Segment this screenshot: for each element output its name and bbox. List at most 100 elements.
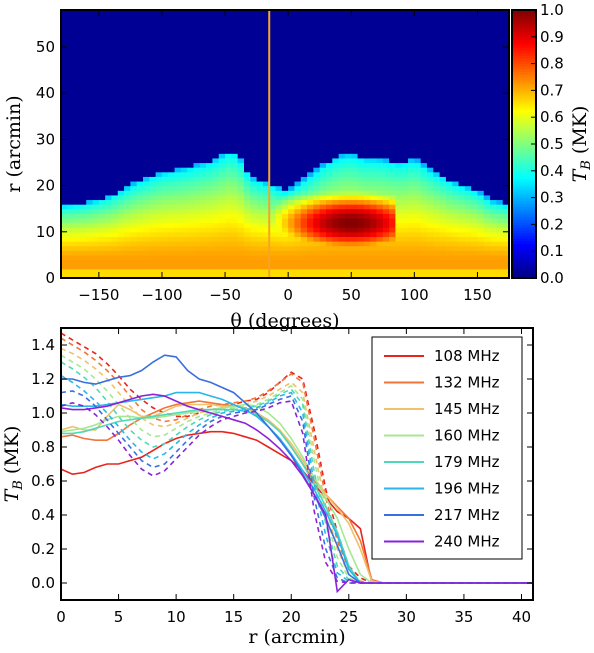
heatmap-cell [149, 33, 157, 39]
heatmap-cell [294, 204, 302, 210]
heatmap-cell [370, 74, 378, 80]
line-series-group [61, 332, 533, 594]
heatmap-cell [218, 125, 226, 131]
heatmap-cell [130, 37, 138, 43]
heatmap-cell [477, 241, 485, 247]
heatmap-cell [332, 268, 340, 274]
colorbar-step [512, 74, 536, 78]
heatmap-cell [319, 19, 327, 25]
heatmap-cell [414, 259, 422, 265]
heatmap-cell [408, 264, 415, 270]
heatmap-cell [105, 14, 113, 20]
heatmap-cell [199, 70, 207, 76]
heatmap-cell [187, 74, 195, 80]
heatmap-cell [231, 97, 239, 104]
heatmap-cell [130, 254, 138, 261]
heatmap-cell [408, 148, 415, 154]
heatmap-cell [212, 79, 220, 85]
heatmap-cell [237, 60, 245, 67]
heatmap-cell [376, 56, 384, 62]
heatmap-cell [351, 134, 359, 140]
heatmap-cell [155, 10, 163, 16]
heatmap-cell [117, 167, 125, 173]
heatmap-cell [464, 79, 472, 85]
heatmap-cell [464, 268, 472, 274]
heatmap-cell [73, 134, 81, 140]
heatmap-cell [117, 231, 125, 238]
heatmap-cell [124, 23, 132, 30]
heatmap-cell [155, 93, 163, 99]
heatmap-cell [86, 102, 94, 108]
heatmap-cell [376, 93, 384, 99]
colorbar-step [512, 229, 536, 234]
heatmap-cell [426, 79, 434, 85]
heatmap-cell [433, 28, 441, 34]
heatmap-cell [319, 180, 327, 187]
heatmap-cell [471, 19, 479, 25]
heatmap-cell [256, 23, 264, 30]
heatmap-cell [275, 236, 283, 242]
heatmap-cell [262, 157, 270, 164]
heatmap-cell [414, 222, 422, 228]
heatmap-cell [363, 60, 371, 67]
heatmap-cell [231, 88, 239, 94]
heatmap-cell [212, 217, 220, 224]
heatmap-cell [105, 46, 113, 53]
heatmap-cell [193, 236, 201, 242]
heatmap-cell [225, 102, 232, 108]
heatmap-cell [294, 46, 302, 53]
heatmap-cell [193, 139, 201, 145]
heatmap-cell [180, 231, 188, 238]
heatmap-cell [426, 213, 434, 219]
heatmap-cell [124, 102, 132, 108]
heatmap-cell [193, 10, 201, 16]
heatmap-cell [395, 185, 403, 191]
heatmap-cell [243, 107, 251, 113]
heatmap-cell [187, 180, 195, 187]
heatmap-cell [332, 37, 340, 43]
heatmap-cell [168, 199, 176, 205]
heatmap-cell [477, 185, 485, 191]
heatmap-cell [332, 208, 340, 214]
line-chart-x-axis-label: r (arcmin) [248, 626, 345, 648]
heatmap-cell [149, 144, 157, 150]
heatmap-cell [281, 79, 289, 85]
heatmap-cell [382, 139, 390, 145]
heatmap-cell [408, 171, 415, 177]
heatmap-cell [174, 236, 182, 242]
heatmap-cell [414, 162, 422, 168]
heatmap-cell [155, 37, 163, 43]
heatmap-cell [193, 268, 201, 274]
heatmap-cell [300, 116, 308, 122]
heatmap-cell [357, 79, 365, 85]
heatmap-cell [288, 107, 296, 113]
heatmap-cell [262, 37, 270, 43]
heatmap-cell [250, 93, 258, 99]
heatmap-cell [357, 139, 365, 145]
heatmap-cell [363, 56, 371, 62]
heatmap-cell [344, 28, 352, 34]
colorbar-step [512, 253, 536, 258]
heatmap-cell [79, 199, 87, 205]
heatmap-cell [326, 130, 333, 136]
heatmap-cell [332, 176, 340, 182]
heatmap-cell [464, 185, 472, 191]
heatmap-cell [357, 222, 365, 228]
heatmap-cell [67, 120, 75, 127]
heatmap-cell [262, 241, 270, 247]
heatmap-cell [243, 120, 251, 127]
heatmap-cell [79, 46, 87, 53]
heatmap-cell [426, 83, 434, 90]
heatmap-cell [414, 74, 422, 80]
heatmap-cell [439, 236, 447, 242]
line-x-tick-label: 0 [56, 608, 66, 626]
heatmap-cell [130, 23, 138, 30]
heatmap-cell [168, 46, 176, 53]
heatmap-cell [426, 204, 434, 210]
heatmap-cell [187, 213, 195, 219]
heatmap-cell [408, 93, 415, 99]
heatmap-cell [426, 162, 434, 168]
heatmap-cell [269, 97, 277, 104]
heatmap-cell [452, 107, 460, 113]
heatmap-cell [269, 111, 277, 117]
